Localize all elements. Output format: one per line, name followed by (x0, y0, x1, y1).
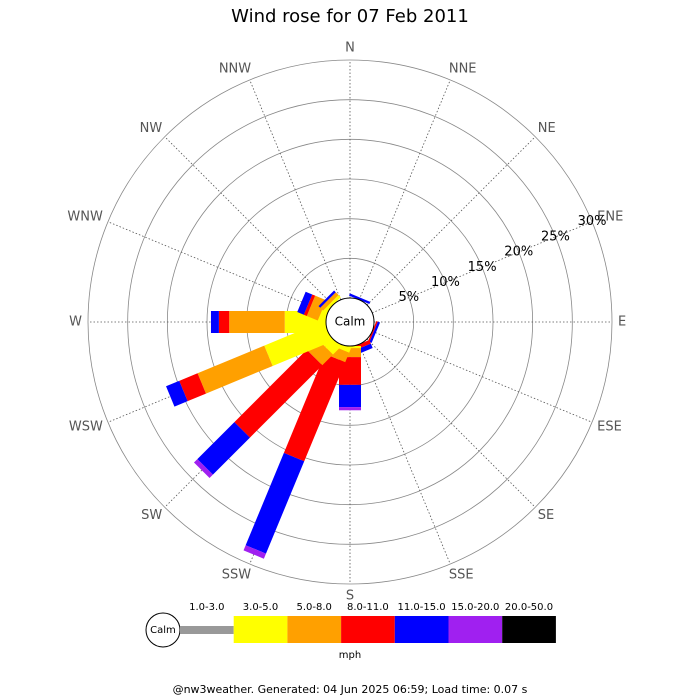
radial-ticks: 5% 10% 15% 20% 25% 30% (399, 214, 607, 305)
legend-swatch (502, 616, 556, 643)
calm-label: Calm (335, 315, 366, 329)
direction-label: W (69, 315, 82, 330)
bar-segment (218, 311, 230, 333)
bar-segment (297, 291, 313, 315)
radial-tick-label: 25% (541, 229, 570, 244)
bar-segment (243, 545, 266, 559)
bar-segment (339, 357, 361, 385)
legend-swatch (180, 626, 234, 634)
radial-tick-label: 30% (578, 214, 607, 229)
direction-label: N (345, 41, 355, 56)
spoke (107, 221, 328, 314)
direction-label: ENE (597, 210, 623, 225)
bar-segment (234, 349, 323, 438)
direction-label: WSW (69, 419, 103, 434)
direction-label: NE (538, 121, 556, 136)
bar-segment (166, 380, 188, 407)
legend: Calm mph 1.0-3.0 3.0-5.0 5.0-8.0 8.0-11.0 11… (145, 602, 556, 661)
legend-swatch (287, 616, 342, 643)
bar-segment (179, 373, 206, 402)
bar-segment (318, 290, 336, 308)
grid-ring (87, 59, 613, 585)
bar-segment (303, 294, 316, 316)
bar-segment (283, 353, 346, 462)
spoke (358, 344, 451, 565)
bar-segment (339, 346, 361, 349)
direction-label: WNW (67, 210, 103, 225)
direction-label: SSW (222, 568, 252, 583)
footer: @nw3weather. Generated: 04 Jun 2025 06:5… (173, 683, 528, 696)
legend-swatch (394, 616, 449, 643)
direction-label: NW (140, 121, 163, 136)
bar-segment (323, 295, 341, 313)
direction-label: E (618, 315, 626, 330)
bar-segment (197, 345, 273, 394)
legend-label: 3.0-5.0 (243, 602, 278, 613)
legend-calm-label: Calm (150, 625, 176, 636)
bar-segment (349, 293, 371, 305)
grid-ring (127, 99, 573, 545)
spoke (249, 79, 342, 300)
calm-circle (325, 297, 375, 347)
radial-tick-label: 15% (468, 260, 497, 275)
bar-segment (339, 348, 361, 358)
legend-swatch (233, 616, 288, 643)
bar-segment (339, 407, 361, 411)
chart-title: Wind rose for 07 Feb 2011 (231, 6, 469, 27)
legend-unit: mph (339, 650, 361, 661)
direction-label: SW (141, 508, 162, 523)
bar-segment (210, 311, 219, 333)
bar-segment (229, 311, 285, 333)
legend-label: 5.0-8.0 (296, 602, 331, 613)
legend-swatch (448, 616, 503, 643)
spoke (164, 136, 334, 306)
legend-label: 11.0-15.0 (398, 602, 446, 613)
bar-segment (245, 452, 305, 554)
legend-label: 20.0-50.0 (505, 602, 553, 613)
legend-swatch (341, 616, 395, 643)
radial-tick-label: 10% (431, 275, 460, 290)
direction-label: S (346, 589, 354, 604)
bar-segment (193, 459, 213, 479)
spoke (366, 136, 536, 306)
bar-segment (367, 321, 378, 342)
bar-segment (339, 384, 361, 408)
bar-segment (306, 295, 327, 321)
spoke (358, 79, 451, 300)
radial-tick-label: 5% (399, 290, 420, 305)
spoke (372, 330, 593, 423)
legend-label: 8.0-11.0 (347, 602, 389, 613)
spoke (366, 338, 536, 508)
radial-tick-label: 20% (504, 245, 533, 260)
direction-label: SE (538, 508, 554, 523)
bar-segment (197, 422, 250, 475)
direction-label: NNW (219, 61, 251, 76)
legend-label: 1.0-3.0 (189, 602, 224, 613)
bars (166, 290, 381, 559)
direction-label: SSE (449, 568, 474, 583)
direction-label: NNE (449, 61, 477, 76)
bar-segment (369, 321, 381, 343)
direction-label: ESE (597, 419, 622, 434)
legend-label: 15.0-20.0 (451, 602, 499, 613)
spoke (372, 221, 593, 314)
bar-segment (320, 292, 339, 311)
